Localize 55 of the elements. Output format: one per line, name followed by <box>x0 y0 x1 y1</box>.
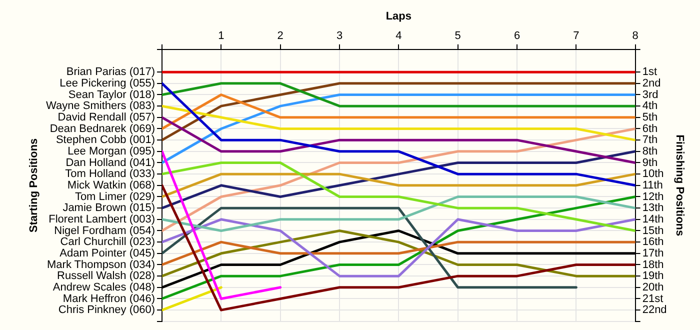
x-tick-label: 8 <box>632 30 638 42</box>
category-label: Tom Holland (033) <box>65 168 156 180</box>
category-label: Stephen Cobb (001) <box>56 134 156 146</box>
y2-tick-label: 3rd <box>642 88 658 101</box>
x-tick-label: 3 <box>336 30 343 42</box>
x-tick-label: 4 <box>396 30 402 42</box>
category-label: Lee Pickering (055) <box>60 77 156 90</box>
y2-tick-label: 16th <box>642 236 664 248</box>
y2-tick-label: 11th <box>642 179 663 192</box>
y2-axis-title: Finishing Positions <box>673 134 686 236</box>
category-label: Russell Walsh (028) <box>57 270 156 282</box>
category-label: Chris Pinkney (060) <box>58 304 156 316</box>
y2-tick-label: 9th <box>642 156 658 169</box>
category-label: Dan Holland (041) <box>66 156 156 169</box>
y2-tick-label: 7th <box>642 134 658 146</box>
category-label: Mark Heffron (046) <box>62 292 156 305</box>
y2-tick-label: 5th <box>642 111 658 124</box>
y2-tick-label: 17th <box>642 247 664 260</box>
x-tick-label: 2 <box>277 30 284 42</box>
y2-tick-label: 15th <box>642 224 664 237</box>
category-label: Wayne Smithers (083) <box>46 100 156 112</box>
category-label: Lee Morgan (095) <box>68 145 156 158</box>
category-label: Carl Churchill (023) <box>60 236 156 248</box>
y2-tick-label: 12th <box>642 190 664 203</box>
x-tick-label: 7 <box>573 30 580 42</box>
category-label: Brian Parias (017) <box>66 66 156 78</box>
text: Starting Positions <box>28 138 40 232</box>
x-axis-title: Laps <box>386 10 412 23</box>
category-label: Florent Lambert (003) <box>48 213 156 226</box>
category-label: Dean Bednarek (069) <box>50 122 156 135</box>
y2-tick-label: 6th <box>642 122 658 135</box>
category-label: Sean Taylor (018) <box>68 88 156 101</box>
y2-tick-label: 2nd <box>642 77 661 90</box>
category-label: Nigel Fordham (054) <box>54 224 156 237</box>
category-label: Andrew Scales (048) <box>52 281 156 294</box>
y2-tick-label: 21st <box>642 292 664 305</box>
y2-tick-label: 4th <box>642 100 658 112</box>
category-label: Adam Pointer (045) <box>60 247 156 260</box>
category-label: Jamie Brown (015) <box>62 202 156 214</box>
category-label: Mick Watkin (068) <box>67 179 156 192</box>
y2-tick-label: 20th <box>642 281 664 294</box>
x-tick-label: 5 <box>454 30 461 42</box>
y2-tick-label: 22nd <box>642 304 667 316</box>
category-label: David Rendall (057) <box>58 111 156 124</box>
y2-tick-label: 18th <box>642 258 664 271</box>
y2-tick-label: 8th <box>642 145 658 158</box>
y2-tick-label: 10th <box>642 168 664 180</box>
category-label: Tom Limer (029) <box>74 190 156 203</box>
x-tick-label: 1 <box>218 30 224 42</box>
category-label: Mark Thompson (034) <box>47 258 156 271</box>
x-tick-label: 6 <box>514 30 520 42</box>
y2-tick-label: 14th <box>642 213 664 226</box>
y2-tick-label: 1st <box>642 66 658 78</box>
y2-tick-label: 13th <box>642 202 664 214</box>
y2-tick-label: 19th <box>642 270 664 282</box>
